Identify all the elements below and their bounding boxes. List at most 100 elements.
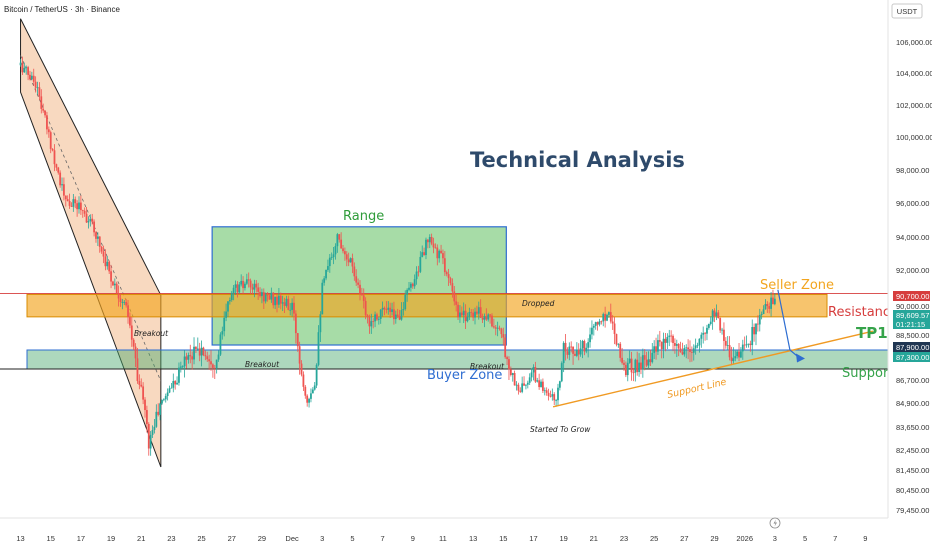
candle-body-231	[455, 301, 458, 305]
candle-body-89	[187, 355, 190, 360]
candle-body-9	[36, 87, 39, 89]
x-tick-label-1: 15	[47, 534, 55, 543]
candle-body-122	[249, 280, 252, 288]
candle-body-67	[145, 410, 148, 425]
candle-body-365	[707, 323, 710, 328]
candle-body-167	[334, 246, 337, 255]
price-label-3: 87,900.00	[896, 343, 929, 352]
candle-body-2	[23, 67, 26, 73]
price-label-bg-4	[893, 352, 930, 362]
candle-body-272	[532, 367, 535, 373]
candle-body-163	[327, 266, 329, 270]
candle-body-294	[574, 353, 576, 356]
candle-body-261	[511, 373, 514, 375]
candle-body-327	[636, 359, 639, 373]
candle-body-141	[285, 298, 288, 306]
candle-body-131	[266, 294, 269, 296]
y-tick-label-6: 94,000.00	[896, 233, 929, 242]
candle-body-226	[445, 272, 448, 275]
currency-button[interactable]	[891, 3, 923, 19]
candle-body-143	[289, 309, 292, 311]
candle-body-297	[579, 348, 582, 355]
candle-body-8	[34, 81, 37, 88]
candle-body-371	[719, 318, 722, 331]
candle-body-37	[89, 218, 92, 222]
candle-body-330	[641, 355, 644, 370]
candle-body-112	[230, 292, 233, 301]
candle-body-105	[217, 354, 220, 360]
x-tick-label-5: 23	[167, 534, 175, 543]
candle-body-214	[423, 252, 425, 256]
candle-body-71	[153, 426, 156, 430]
candle-body-301	[587, 342, 590, 348]
candle-body-56	[125, 301, 128, 306]
candle-body-27	[70, 205, 73, 207]
candle-body-352	[683, 348, 686, 355]
candle-body-274	[536, 380, 539, 382]
candle-body-0	[19, 62, 22, 66]
candle-body-333	[647, 359, 650, 366]
candle-body-157	[315, 364, 318, 386]
candle-body-242	[476, 311, 478, 314]
candle-body-115	[236, 284, 239, 293]
candle-body-182	[362, 295, 365, 301]
candle-body-117	[240, 280, 243, 285]
price-axis-panel[interactable]	[888, 0, 932, 550]
candle-body-271	[530, 372, 533, 378]
currency-label: USDT	[897, 7, 918, 16]
candle-body-96	[200, 347, 203, 356]
x-tick-label-25: 3	[773, 534, 777, 543]
candle-body-150	[302, 374, 305, 387]
candle-body-295	[575, 349, 578, 356]
candle-body-391	[756, 323, 759, 325]
candle-body-246	[483, 316, 486, 320]
candle-body-359	[696, 345, 699, 347]
candle-body-216	[426, 239, 429, 243]
candle-body-3	[25, 67, 28, 68]
candle-body-15	[47, 129, 50, 133]
candle-body-283	[553, 394, 556, 401]
candle-body-347	[674, 343, 676, 346]
candle-body-40	[95, 232, 97, 239]
candle-body-172	[343, 251, 346, 255]
candle-body-342	[664, 338, 667, 343]
candle-body-51	[115, 283, 118, 294]
candle-body-394	[762, 309, 765, 315]
candle-body-93	[195, 346, 197, 349]
candle-body-397	[768, 306, 771, 309]
candle-body-53	[119, 298, 122, 303]
candle-body-10	[38, 87, 41, 97]
candle-body-191	[379, 309, 382, 319]
candle-body-195	[387, 307, 390, 310]
candle-body-367	[711, 310, 714, 322]
candle-body-247	[485, 316, 488, 320]
x-tick-label-23: 29	[710, 534, 718, 543]
candle-body-211	[417, 271, 420, 273]
x-tick-label-18: 19	[559, 534, 567, 543]
candle-body-90	[189, 355, 192, 357]
candle-body-241	[474, 311, 476, 318]
candle-body-396	[766, 304, 769, 307]
projection-arrowhead	[795, 353, 805, 363]
y-tick-label-11: 84,900.00	[896, 399, 929, 408]
candle-body-323	[628, 358, 631, 363]
candle-body-44	[102, 251, 105, 257]
candle-body-134	[272, 292, 275, 306]
candle-body-203	[402, 309, 405, 311]
candle-body-321	[624, 364, 627, 376]
candle-body-35	[85, 213, 88, 223]
seller-zone-label: Seller Zone	[760, 278, 834, 293]
candle-body-121	[247, 279, 250, 281]
candle-body-382	[740, 351, 742, 358]
candle-body-197	[391, 309, 393, 312]
candle-body-349	[677, 344, 680, 349]
candle-body-118	[242, 280, 244, 289]
y-tick-label-0: 106,000.00	[896, 38, 932, 47]
candle-body-389	[753, 327, 756, 335]
candle-body-148	[298, 346, 301, 364]
candle-body-120	[245, 279, 248, 284]
candle-body-250	[491, 315, 493, 327]
candle-body-30	[76, 203, 79, 210]
candle-body-388	[751, 327, 754, 346]
